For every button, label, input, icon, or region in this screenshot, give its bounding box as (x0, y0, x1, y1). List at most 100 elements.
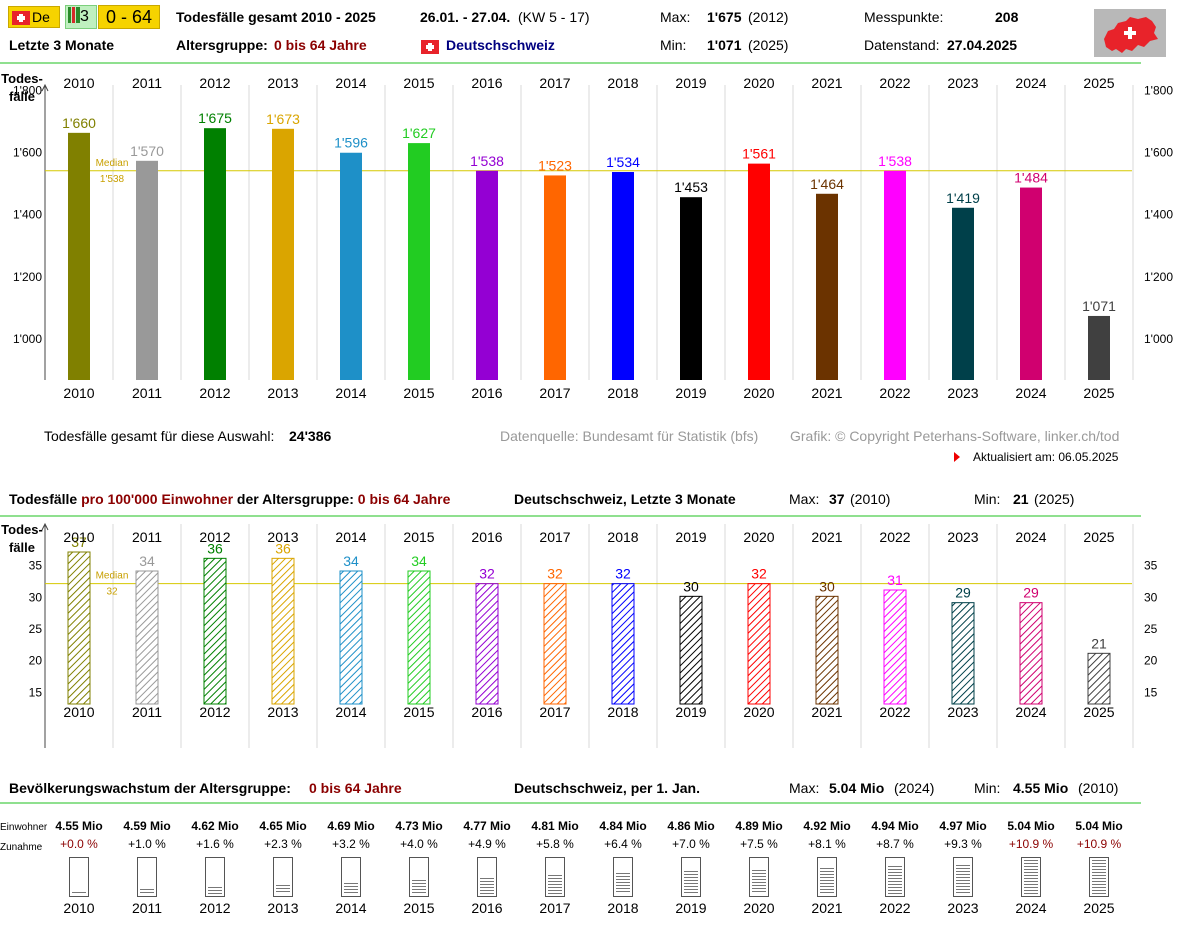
section2-title-3: der Altersgruppe: (236, 491, 354, 507)
x-tick-label: 2018 (607, 704, 638, 720)
x-tick-label: 2025 (1083, 385, 1114, 401)
data-label: 1'561 (742, 146, 776, 162)
age-group-value: 0 bis 64 Jahre (274, 37, 367, 53)
growth-value: +7.5 % (740, 837, 778, 851)
max-value: 1'675 (707, 9, 742, 25)
x-tick-label: 2013 (267, 704, 298, 720)
bar (203, 557, 227, 705)
data-label: 1'675 (198, 110, 232, 126)
x-tick-label-top: 2017 (539, 75, 570, 91)
growth-gauge (749, 857, 769, 897)
bar (1088, 315, 1110, 380)
y-tick-label-right: 1'400 (1144, 208, 1173, 222)
growth-gauge (885, 857, 905, 897)
updated-date: Aktualisiert am: 06.05.2025 (973, 450, 1119, 464)
bar (883, 589, 907, 705)
section3-max-value: 5.04 Mio (829, 780, 885, 796)
axis-title: fälle (9, 89, 35, 104)
section3-max-label: Max: (789, 780, 820, 796)
section2-title: Todesfälle pro 100'000 Einwohner der Alt… (9, 491, 450, 507)
growth-gauge (409, 857, 429, 897)
x-tick-label: 2021 (811, 704, 842, 720)
switzerland-map-icon[interactable] (1094, 9, 1166, 57)
lang-switch[interactable]: De (8, 6, 60, 28)
population-value: 4.86 Mio (667, 819, 715, 833)
copyright-link[interactable]: Grafik: © Copyright Peterhans-Software, … (790, 428, 1120, 444)
period-switch[interactable]: 3 (65, 5, 97, 29)
x-tick-label: 2023 (947, 704, 978, 720)
x-tick-label-top: 2023 (947, 529, 978, 545)
bar-chart-icon (68, 7, 80, 23)
x-tick-label: 2016 (471, 704, 502, 720)
section2-title-4: 0 bis 64 Jahre (357, 491, 451, 507)
section3-title-2: 0 bis 64 Jahre (309, 780, 402, 796)
data-label: 1'627 (402, 125, 436, 141)
growth-gauge-fill (276, 885, 290, 894)
region-label: Deutschschweiz (446, 37, 555, 53)
data-label: 21 (1091, 635, 1107, 651)
page-title: Todesfälle gesamt 2010 - 2025 (176, 9, 376, 25)
x-tick-label: 2010 (63, 900, 95, 916)
section3-region: Deutschschweiz, per 1. Jan. (514, 780, 700, 796)
growth-gauge-fill (1024, 860, 1038, 894)
bar (612, 172, 634, 380)
age-switch[interactable]: 0 - 64 (98, 5, 160, 29)
data-label: 36 (275, 540, 291, 556)
x-tick-label: 2024 (1015, 704, 1046, 720)
x-tick-label-top: 2013 (267, 529, 298, 545)
axis-title: fälle (9, 540, 35, 555)
axis-arrow (41, 83, 49, 92)
y-tick-label-right: 1'600 (1144, 145, 1173, 159)
bar (747, 583, 771, 705)
lang-label: De (32, 9, 50, 25)
bar (272, 128, 294, 380)
data-label: 32 (751, 566, 767, 582)
x-tick-label-top: 2016 (471, 529, 502, 545)
bar (611, 583, 635, 705)
y-tick-label-right: 1'800 (1144, 83, 1173, 97)
section2-max-year: (2010) (850, 491, 891, 507)
growth-gauge (341, 857, 361, 897)
axis-arrow (41, 522, 49, 531)
x-tick-label-top: 2019 (675, 529, 706, 545)
x-tick-label: 2018 (607, 900, 639, 916)
x-tick-label-top: 2018 (607, 529, 638, 545)
data-label: 32 (479, 566, 495, 582)
growth-value: +1.0 % (128, 837, 166, 851)
x-tick-label: 2023 (947, 385, 978, 401)
x-tick-label: 2022 (879, 385, 910, 401)
growth-value: +3.2 % (332, 837, 370, 851)
growth-value: +2.3 % (264, 837, 302, 851)
growth-gauge (817, 857, 837, 897)
x-tick-label: 2019 (675, 704, 706, 720)
data-label: 1'570 (130, 143, 164, 159)
population-column: 4.94 Mio +8.7 % 2022 (861, 818, 929, 916)
total-value: 24'386 (289, 428, 332, 444)
median-value: 32 (106, 587, 118, 598)
section3-min-value: 4.55 Mio (1013, 780, 1069, 796)
x-tick-label: 2010 (63, 704, 94, 720)
y-tick-label: 25 (29, 622, 43, 636)
population-value: 4.65 Mio (259, 819, 307, 833)
data-label: 30 (683, 578, 699, 594)
x-tick-label: 2014 (335, 385, 366, 401)
data-label: 1'419 (946, 190, 980, 206)
x-tick-label: 2015 (403, 385, 434, 401)
bar (748, 163, 770, 380)
population-value: 4.69 Mio (327, 819, 375, 833)
population-value: 4.73 Mio (395, 819, 443, 833)
y-tick-label: 1'800 (13, 83, 42, 97)
growth-row-label: Zunahme (0, 842, 43, 853)
growth-gauge (477, 857, 497, 897)
growth-value: +1.6 % (196, 837, 234, 851)
bar (475, 583, 499, 705)
week-range: (KW 5 - 17) (518, 9, 590, 25)
min-label: Min: (660, 37, 687, 53)
population-column: 4.55 Mio +0.0 % 2010 (45, 818, 113, 916)
x-tick-label: 2020 (743, 900, 775, 916)
growth-gauge-fill (208, 887, 222, 894)
section2-min-value: 21 (1013, 491, 1029, 507)
growth-gauge-fill (684, 871, 698, 894)
population-column: 4.92 Mio +8.1 % 2021 (793, 818, 861, 916)
growth-value: +6.4 % (604, 837, 642, 851)
